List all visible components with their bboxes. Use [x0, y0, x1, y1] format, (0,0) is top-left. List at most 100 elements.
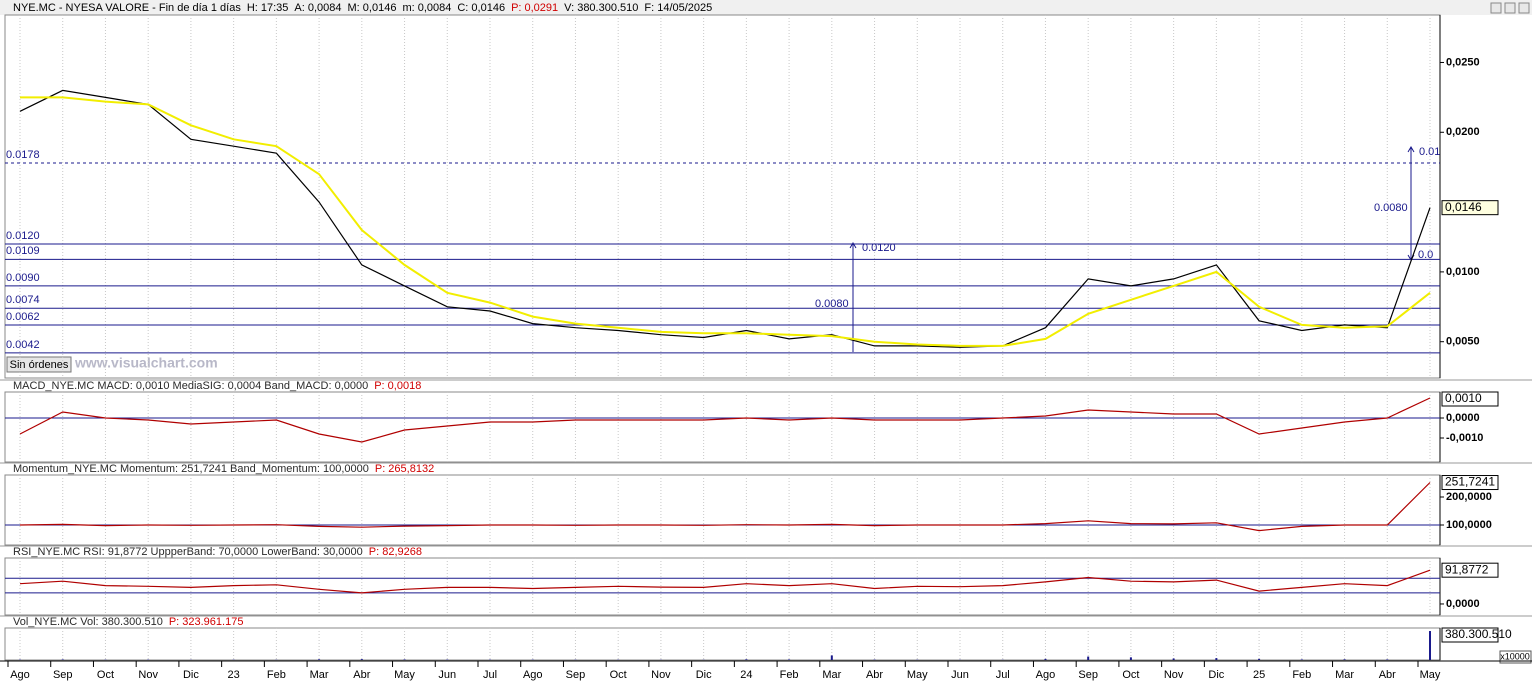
- level-label: 0.0042: [6, 339, 40, 351]
- panel-title: Momentum_NYE.MC Momentum: 251,7241 Band_…: [13, 463, 434, 475]
- x-tick-label: Abr: [866, 669, 883, 681]
- x-tick-label: Nov: [138, 669, 158, 681]
- level-label: 0.0178: [6, 149, 40, 161]
- last-value-box: [1441, 200, 1499, 216]
- header-field: P: 0,0291: [511, 2, 558, 14]
- series-line: [19, 569, 1431, 594]
- orders-button-label[interactable]: Sin órdenes: [10, 359, 69, 371]
- volume-bar: [1215, 658, 1218, 660]
- volume-bar: [1386, 659, 1389, 660]
- x-tick-label: Mar: [822, 669, 841, 681]
- x-tick-label: Jun: [438, 669, 456, 681]
- volume-bar: [1129, 657, 1132, 660]
- x-tick-label: Abr: [1379, 669, 1396, 681]
- header-field: M: 0,0146: [348, 2, 397, 14]
- panel-title: Vol_NYE.MC Vol: 380.300.510 P: 323.961.17…: [13, 616, 243, 628]
- x-tick-label: Nov: [651, 669, 671, 681]
- volume-bar: [1258, 658, 1261, 660]
- volume-bar: [403, 659, 406, 660]
- annotation: 0.0: [1418, 249, 1433, 261]
- y-tick-label: 200,0000: [1446, 491, 1492, 503]
- x-tick-label: 23: [228, 669, 240, 681]
- volume-bar: [61, 659, 64, 660]
- window-buttons[interactable]: [1490, 2, 1530, 14]
- y-tick-label: 0,0250: [1446, 56, 1480, 68]
- panel-title-text: Vol_NYE.MC Vol: 380.300.510: [13, 616, 163, 628]
- series-line: [20, 96, 1431, 347]
- level-label: 0.0109: [6, 245, 40, 257]
- volume-bar: [830, 655, 833, 660]
- x-tick-label: Mar: [1335, 669, 1354, 681]
- header-field: V: 380.300.510: [564, 2, 638, 14]
- volume-bar: [1429, 631, 1431, 660]
- x-tick-label: Oct: [97, 669, 114, 681]
- y-tick-label: 0,0100: [1446, 266, 1480, 278]
- unit-box: [1499, 650, 1532, 664]
- panel-p-label: P: 265,8132: [375, 463, 434, 475]
- x-tick-label: Jul: [996, 669, 1010, 681]
- panel-title-text: Momentum_NYE.MC Momentum: 251,7241 Band_…: [13, 463, 369, 475]
- panel-title-text: RSI_NYE.MC RSI: 91,8772 UppperBand: 70,0…: [13, 546, 363, 558]
- panel-title: MACD_NYE.MC MACD: 0,0010 MediaSIG: 0,000…: [13, 380, 421, 392]
- annotation: 0.01: [1419, 146, 1440, 158]
- arrow-head: [849, 242, 857, 249]
- level-label: 0.0062: [6, 311, 40, 323]
- header-field: m: 0,0084: [402, 2, 451, 14]
- x-tick-label: Dic: [183, 669, 199, 681]
- x-tick-label: 25: [1253, 669, 1265, 681]
- x-tick-label: May: [394, 669, 415, 681]
- y-tick-label: 0,0050: [1446, 336, 1480, 348]
- volume-bar: [1300, 659, 1303, 660]
- x-tick-label: Feb: [1292, 669, 1311, 681]
- x-tick-label: Nov: [1164, 669, 1184, 681]
- x-tick-label: Abr: [353, 669, 370, 681]
- last-value-label: 0,0146: [1445, 200, 1482, 214]
- level-label: 0.0120: [6, 230, 40, 242]
- series-line: [19, 397, 1431, 443]
- x-tick-label: Ago: [523, 669, 543, 681]
- annotation: 0.0080: [815, 298, 849, 310]
- panel-title-text: MACD_NYE.MC MACD: 0,0010 MediaSIG: 0,000…: [13, 380, 368, 392]
- header-text: NYE.MC - NYESA VALORE - Fin de día 1 día…: [13, 2, 712, 14]
- y-tick-label: -0,0010: [1446, 432, 1483, 444]
- x-tick-label: 24: [740, 669, 752, 681]
- close-button[interactable]: [1518, 2, 1530, 14]
- level-label: 0.0074: [6, 294, 40, 306]
- last-value-box: [1441, 475, 1499, 491]
- last-value-label: 380.300.510: [1445, 627, 1512, 641]
- header-field: C: 0,0146: [457, 2, 505, 14]
- orders-button[interactable]: [6, 356, 72, 373]
- volume-bar: [1044, 658, 1047, 660]
- y-tick-label: 100,0000: [1446, 519, 1492, 531]
- x-tick-label: Oct: [1122, 669, 1139, 681]
- last-value-box: [1441, 391, 1499, 407]
- x-tick-label: Dic: [696, 669, 712, 681]
- header-field: NYE.MC - NYESA VALORE - Fin de día 1 día…: [13, 2, 241, 14]
- volume-bar: [745, 659, 748, 660]
- x-tick-label: Dic: [1208, 669, 1224, 681]
- x-tick-label: Feb: [267, 669, 286, 681]
- watermark: www.visualchart.com: [74, 355, 218, 371]
- header-bar: [0, 0, 1532, 15]
- minimize-button[interactable]: [1490, 2, 1502, 14]
- maximize-button[interactable]: [1504, 2, 1516, 14]
- last-value-label: 251,7241: [1445, 475, 1495, 489]
- x-tick-label: Ago: [10, 669, 30, 681]
- x-tick-label: Ago: [1036, 669, 1056, 681]
- x-tick-label: May: [907, 669, 928, 681]
- y-tick-label: 0,0200: [1446, 126, 1480, 138]
- header-field: H: 17:35: [247, 2, 289, 14]
- x-tick-label: Feb: [780, 669, 799, 681]
- annotation: 0.0080: [1374, 202, 1408, 214]
- series-line: [19, 482, 1431, 532]
- panel-title: RSI_NYE.MC RSI: 91,8772 UppperBand: 70,0…: [13, 546, 422, 558]
- x-tick-label: Jun: [951, 669, 969, 681]
- x-tick-label: Sep: [1078, 669, 1098, 681]
- x-tick-label: Mar: [310, 669, 329, 681]
- volume-unit: x10000: [1500, 651, 1530, 661]
- last-value-label: 91,8772: [1445, 562, 1489, 576]
- last-value-label: 0,0010: [1445, 391, 1482, 405]
